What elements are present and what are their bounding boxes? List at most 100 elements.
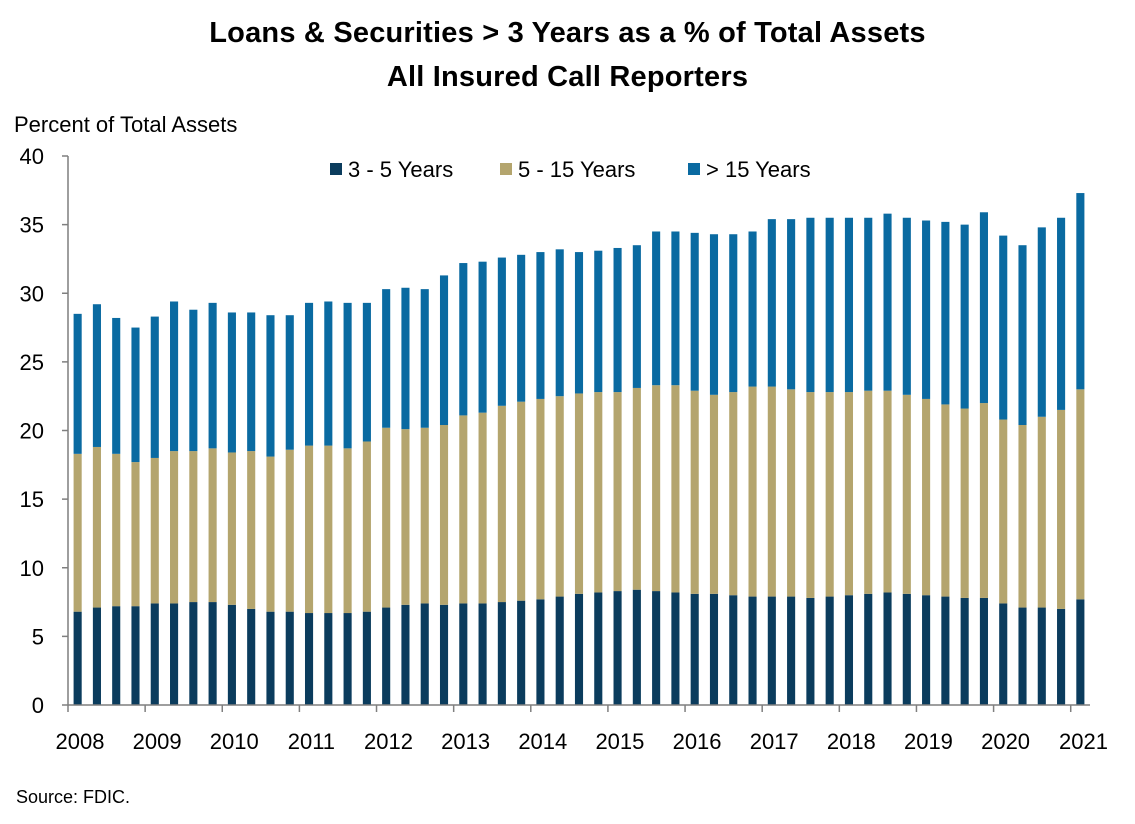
bar-series	[73, 193, 1085, 705]
bar-segment-series-1	[748, 596, 757, 705]
bar-segment-series-2	[652, 385, 661, 592]
bar-segment-series-2	[941, 404, 950, 597]
bar-segment-series-3	[748, 231, 757, 387]
bar-segment-series-1	[382, 607, 391, 705]
bar-segment-series-3	[1018, 245, 1027, 426]
chart-title: Loans & Securities > 3 Years as a % of T…	[209, 17, 926, 49]
bar-segment-series-3	[787, 219, 796, 390]
bar-segment-series-1	[343, 613, 352, 705]
bar-segment-series-3	[420, 289, 429, 428]
bar-segment-series-1	[864, 593, 873, 705]
x-tick-label: 2016	[673, 729, 722, 754]
bar-segment-series-3	[574, 252, 584, 394]
bar-segment-series-2	[555, 396, 564, 597]
bar-segment-series-2	[343, 448, 352, 614]
bar-segment-series-1	[362, 611, 371, 705]
bar-segment-series-1	[787, 596, 796, 705]
bar-segment-series-2	[73, 453, 82, 612]
bar-segment-series-3	[613, 247, 622, 393]
bar-segment-series-3	[247, 312, 256, 452]
bar-segment-series-2	[247, 451, 256, 609]
bar-segment-series-3	[999, 235, 1008, 420]
bar-segment-series-2	[324, 445, 333, 614]
bar-segment-series-2	[709, 394, 719, 594]
x-tick-label: 2018	[827, 729, 876, 754]
bar-segment-series-1	[690, 593, 699, 705]
bar-segment-series-1	[767, 596, 776, 705]
bar-segment-series-1	[112, 606, 121, 705]
bar-segment-series-1	[671, 592, 680, 705]
bar-segment-series-3	[844, 217, 854, 393]
x-axis: 2008 2009 2010 2011 2012 2013 2014 2015 2016 2017…	[56, 704, 1108, 754]
bar-segment-series-1	[999, 603, 1008, 705]
bar-segment-series-1	[555, 596, 564, 705]
bar-segment-series-3	[304, 302, 314, 446]
bar-segment-series-2	[1057, 409, 1066, 609]
bar-segment-series-2	[362, 441, 371, 612]
bar-segment-series-2	[92, 446, 101, 608]
bar-segment-series-2	[632, 387, 641, 590]
y-tick-label: 40	[20, 144, 44, 169]
y-tick-label: 10	[20, 556, 44, 581]
bar-segment-series-1	[652, 591, 661, 705]
bar-segment-series-1	[131, 606, 140, 705]
bar-segment-series-3	[671, 231, 680, 386]
bar-segment-series-3	[883, 213, 892, 391]
bar-segment-series-2	[285, 449, 294, 612]
bar-segment-series-3	[594, 250, 603, 393]
bar-segment-series-3	[285, 315, 294, 450]
bar-segment-series-2	[439, 425, 449, 605]
bar-segment-series-1	[285, 611, 294, 705]
bar-segment-series-3	[227, 312, 236, 453]
bar-segment-series-2	[594, 392, 603, 593]
bar-segment-series-1	[613, 591, 622, 705]
bar-segment-series-1	[208, 602, 217, 705]
x-tick-label: 2019	[904, 729, 953, 754]
bar-segment-series-3	[690, 232, 699, 391]
bar-segment-series-2	[382, 427, 391, 608]
bar-segment-series-1	[632, 589, 641, 705]
bar-segment-series-2	[825, 392, 834, 597]
bar-segment-series-2	[170, 451, 179, 604]
bar-segment-series-1	[170, 603, 179, 705]
bar-segment-series-1	[439, 604, 449, 705]
bar-segment-series-2	[401, 429, 410, 605]
bar-segment-series-3	[343, 302, 352, 449]
bar-segment-series-1	[324, 613, 333, 705]
legend-label: > 15 Years	[706, 157, 811, 182]
chart-subtitle: All Insured Call Reporters	[386, 61, 749, 93]
bar-segment-series-1	[478, 603, 487, 705]
source-note: Source: FDIC.	[16, 787, 131, 807]
x-tick-label: 2021	[1059, 729, 1108, 754]
bar-segment-series-3	[459, 263, 468, 416]
legend-swatch	[330, 163, 342, 175]
bar-segment-series-3	[150, 316, 159, 458]
y-axis-label: Percent of Total Assets	[14, 112, 238, 137]
bar-segment-series-3	[729, 234, 738, 393]
bar-segment-series-2	[787, 389, 796, 597]
bar-segment-series-3	[1057, 217, 1066, 410]
y-tick-label: 20	[20, 419, 44, 444]
bar-segment-series-3	[439, 275, 449, 426]
bar-segment-series-2	[999, 419, 1008, 604]
bar-segment-series-1	[401, 604, 410, 705]
bar-segment-series-3	[497, 257, 506, 406]
bar-segment-series-2	[729, 392, 738, 596]
bar-segment-series-2	[979, 403, 988, 598]
bar-segment-series-2	[748, 386, 757, 597]
bar-segment-series-2	[671, 385, 680, 593]
bar-segment-series-1	[266, 611, 275, 705]
bar-segment-series-3	[112, 317, 121, 454]
bar-segment-series-1	[825, 596, 834, 705]
legend-label: 3 - 5 Years	[348, 157, 453, 182]
bar-segment-series-1	[1018, 607, 1027, 705]
bar-segment-series-2	[806, 392, 815, 598]
bar-segment-series-3	[864, 217, 873, 391]
bar-segment-series-1	[979, 597, 988, 705]
legend-label: 5 - 15 Years	[518, 157, 635, 182]
bar-segment-series-3	[536, 252, 545, 399]
y-tick-label: 30	[20, 281, 44, 306]
bar-segment-series-3	[1076, 193, 1085, 390]
bar-segment-series-1	[902, 593, 911, 705]
